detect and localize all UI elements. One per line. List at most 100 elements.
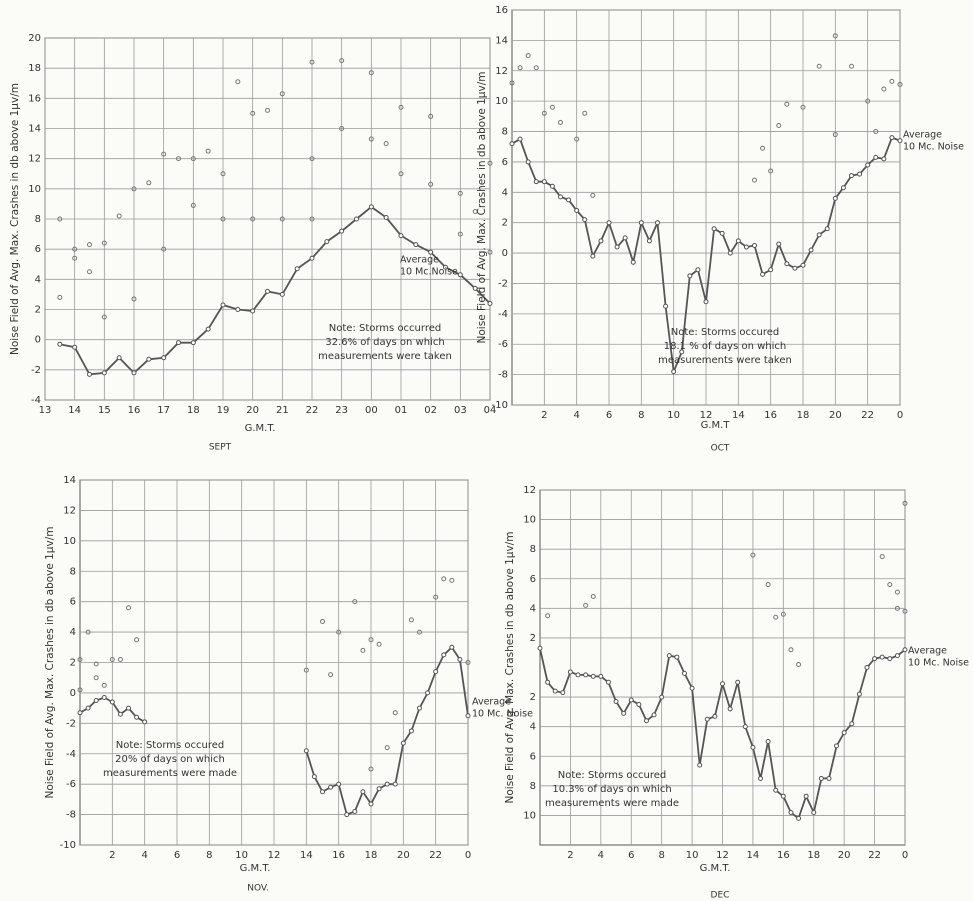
x-tick-label: 10 [235,850,248,861]
average-point [433,669,439,675]
average-point [765,738,771,744]
average-label: Average [400,255,439,266]
average-point [344,812,350,818]
y-tick-label: 10 [523,515,536,526]
x-tick-label: 15 [98,405,111,416]
average-point [558,194,563,200]
note-text: 10.3% of days on which [552,784,671,795]
average-point [897,138,903,144]
x-tick-label: 12 [700,410,713,421]
average-point [808,247,814,253]
average-point [509,141,515,147]
x-tick-label: 14 [747,850,760,861]
average-point [703,299,709,305]
average-point [93,698,99,704]
x-tick-label: 14 [68,405,81,416]
x-tick-label: 22 [306,405,319,416]
observation-point [93,675,99,681]
x-tick-label: 04 [484,405,497,416]
y-tick-label: 6 [530,574,536,585]
average-point [849,721,855,727]
observation-point [894,605,900,611]
observation-point [457,190,463,196]
x-axis-label: G.M.T. [240,863,271,874]
x-tick-label: 16 [777,850,790,861]
average-point [780,793,786,799]
observation-point [879,554,885,560]
chart-title: OCT [711,444,730,454]
observation-point [339,126,345,131]
y-tick-label: -2 [31,365,41,376]
note-text: 20% of days on which [115,754,225,765]
average-point [161,355,167,361]
y-tick-label: 2 [530,692,536,703]
average-point [384,781,390,787]
y-tick-label: 16 [28,93,41,104]
average-point [784,261,790,267]
average-point [328,784,334,790]
average-point [235,307,241,312]
observation-point [765,582,771,588]
observation-point [116,213,122,219]
observation-point [328,672,334,678]
average-point [856,691,862,697]
observation-point [816,63,822,69]
note-text: measurements were taken [658,355,792,366]
observation-point [383,141,389,147]
observation-point [309,156,315,162]
average-point [525,159,531,165]
average-point [590,253,596,259]
observation-point [449,577,455,583]
observation-point [558,119,563,125]
average-point [655,220,660,226]
average-point [727,250,733,256]
average-point [628,697,634,703]
note-text: 32.6% of days on which [325,337,444,348]
average-point [549,183,555,189]
observation-point [87,242,92,248]
average-point [605,679,611,685]
y-tick-label: 0 [35,335,41,346]
observation-point [220,216,226,222]
observation-point [392,710,398,716]
y-tick-label: 4 [530,603,536,614]
y-tick-label: -2 [498,278,508,289]
x-tick-label: 19 [217,405,230,416]
y-tick-label: 8 [502,127,508,138]
average-point [613,699,619,705]
average-point [818,775,824,781]
average-point [735,679,741,685]
average-point [541,179,547,185]
x-tick-label: 0 [897,410,903,421]
note-text: Note: Storms occured [671,327,780,338]
average-point [614,244,620,250]
average-point [339,228,345,234]
y-tick-label: 0 [70,688,76,699]
observation-point [360,647,366,653]
average-point [336,781,342,787]
average-point [879,654,885,660]
observation-point [517,65,523,71]
x-tick-label: 10 [686,850,699,861]
x-tick-label: 03 [454,405,467,416]
average-point [303,748,309,754]
observation-point [220,171,226,177]
observation-point [465,660,471,665]
average-point [449,644,455,650]
y-tick-label: -2 [66,718,76,729]
y-tick-label: 8 [70,566,76,577]
y-tick-label: 6 [530,751,536,762]
x-tick-label: 4 [573,410,579,421]
observation-point [752,177,757,183]
average-point [636,701,642,707]
x-tick-label: 13 [39,405,52,416]
average-point [142,719,148,725]
y-tick-label: -8 [66,810,76,821]
observation-point [368,70,374,76]
note-text: Note: Storms occured [558,770,667,781]
average-point [712,713,718,719]
observation-point [336,629,342,635]
average-point [666,653,672,659]
average-point [566,197,572,203]
average-point [811,809,817,815]
